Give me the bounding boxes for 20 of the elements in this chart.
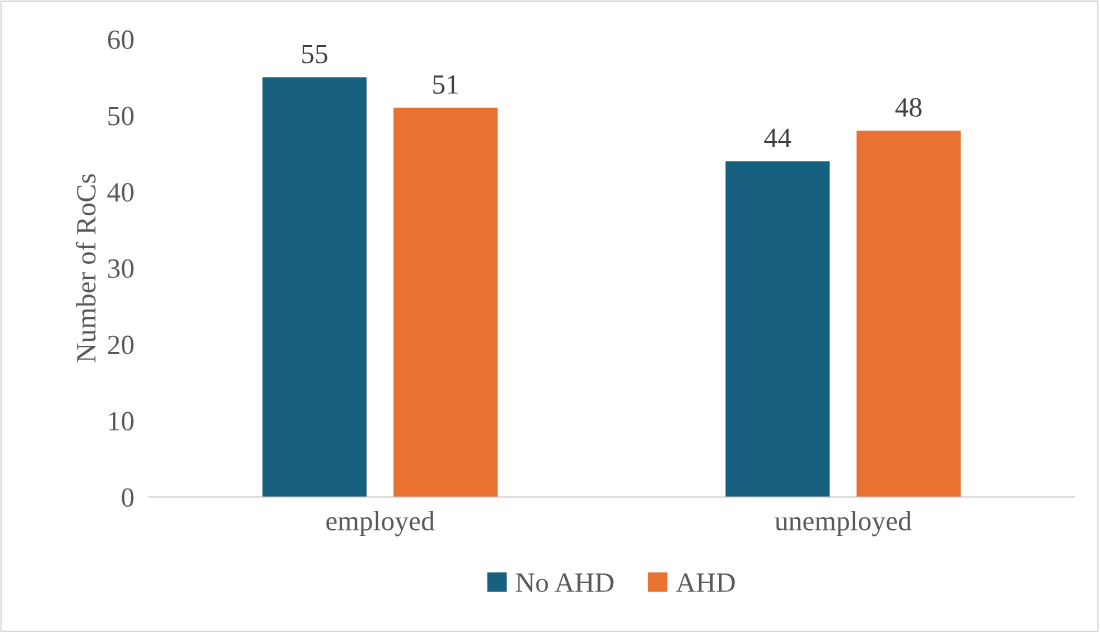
legend-label: AHD bbox=[676, 573, 735, 592]
data-label: 51 bbox=[433, 75, 458, 94]
data-label: 55 bbox=[302, 44, 328, 64]
y-tick-label: 40 bbox=[107, 182, 134, 202]
x-tick-label: unemployed bbox=[774, 510, 912, 537]
legend-label: No AHD bbox=[515, 573, 614, 593]
bar bbox=[262, 77, 367, 497]
y-tick-label: 30 bbox=[108, 259, 134, 279]
y-tick-label: 20 bbox=[108, 335, 134, 355]
data-label: 44 bbox=[764, 128, 792, 148]
y-tick-label: 60 bbox=[108, 30, 134, 50]
bar bbox=[393, 107, 498, 497]
y-tick-label: 50 bbox=[108, 106, 134, 126]
x-tick-label: employed bbox=[326, 510, 435, 537]
y-axis-title: Number of RoCs bbox=[75, 174, 96, 363]
y-tick-label: 10 bbox=[109, 411, 134, 431]
y-tick-label: 0 bbox=[121, 488, 134, 507]
bar bbox=[725, 161, 830, 497]
bar bbox=[856, 130, 961, 497]
data-label: 48 bbox=[895, 98, 922, 117]
